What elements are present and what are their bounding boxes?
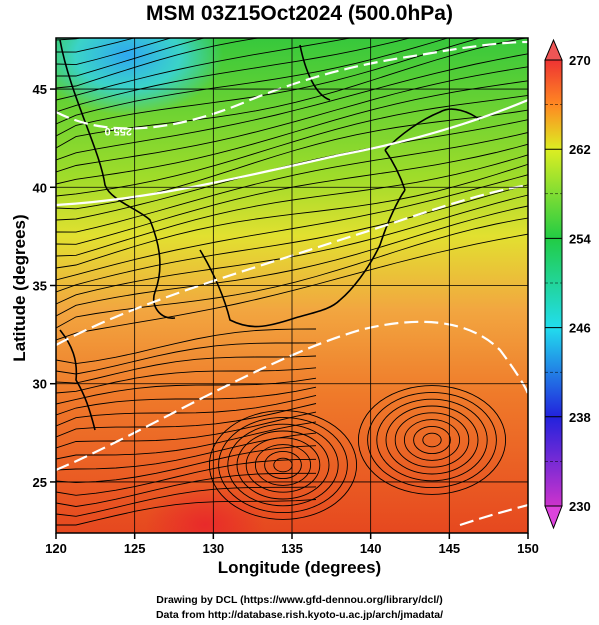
- circulation-loop: [422, 432, 442, 448]
- streamline: [56, 38, 450, 125]
- streamline: [56, 411, 317, 449]
- x-tick-label: 150: [517, 541, 539, 556]
- circulation-loop: [385, 405, 479, 475]
- streamline: [56, 38, 83, 41]
- streamline: [56, 38, 528, 149]
- circulation-loop: [218, 416, 348, 514]
- chart-title: MSM 03Z15Oct2024 (500.0hPa): [146, 2, 453, 25]
- circulation-loop: [227, 423, 339, 507]
- x-tick-labels: 120 125 130 135 140 145 150: [45, 533, 539, 556]
- streamline: [56, 174, 528, 281]
- credit-drawing: Drawing by DCL (https://www.gfd-dennou.o…: [156, 594, 443, 606]
- circulation-loop: [403, 419, 461, 461]
- streamline: [56, 184, 528, 293]
- streamline: [56, 163, 528, 269]
- circulation-loop: [394, 412, 470, 468]
- streamline: [56, 38, 262, 89]
- circulation-loop: [357, 385, 507, 495]
- circulation-loop: [264, 450, 302, 480]
- colorbar-tick-label: 246: [569, 321, 591, 336]
- colorbar-ticks: 230 238 246 254 262 270: [545, 53, 591, 514]
- circulation-loop: [245, 437, 321, 493]
- streamlines: [56, 38, 528, 526]
- contour-label: 255.0: [104, 125, 132, 137]
- streamline: [56, 80, 528, 185]
- cold-core: [56, 38, 223, 115]
- streamline: [56, 403, 317, 438]
- x-tick-label: 145: [438, 541, 460, 556]
- colorbar-tick-label: 270: [569, 53, 591, 68]
- streamline: [56, 38, 173, 66]
- streamline: [56, 233, 528, 341]
- x-tick-label: 125: [124, 541, 146, 556]
- streamline: [56, 394, 317, 427]
- streamline: [56, 205, 528, 317]
- streamline: [56, 38, 353, 101]
- circulation-loop: [254, 444, 312, 486]
- streamline: [56, 367, 317, 394]
- credit-data: Data from http://database.rish.kyoto-u.a…: [155, 609, 444, 621]
- y-tick-label: 35: [33, 279, 47, 294]
- contour-lines: [56, 40, 528, 527]
- streamline: [56, 66, 528, 173]
- x-tick-label: 130: [202, 541, 224, 556]
- x-axis-label: Longitude (degrees): [217, 558, 382, 577]
- x-tick-label: 140: [360, 541, 382, 556]
- colorbar-tick-label: 230: [569, 499, 591, 514]
- streamline: [56, 386, 317, 416]
- circulation-loop: [367, 391, 497, 489]
- circulation-loop: [208, 410, 358, 520]
- streamline: [56, 94, 528, 197]
- colorbar-tick-label: 254: [569, 231, 591, 246]
- y-tick-label: 25: [33, 475, 47, 490]
- streamline: [56, 194, 528, 305]
- streamline: [56, 328, 317, 365]
- y-tick-label: 40: [33, 180, 47, 195]
- streamline: [56, 486, 317, 517]
- y-tick-label: 30: [33, 377, 47, 392]
- colorbar-tick-label: 238: [569, 410, 591, 425]
- streamline: [56, 472, 316, 507]
- y-tick-labels: 25 30 35 40 45: [33, 82, 56, 490]
- colorbar-tick-label: 262: [569, 142, 591, 157]
- streamline: [56, 499, 317, 526]
- circulation-loop: [236, 430, 330, 500]
- streamline: [56, 53, 528, 161]
- streamline: [56, 154, 528, 257]
- streamline: [56, 342, 317, 375]
- streamline: [56, 132, 528, 233]
- streamline: [56, 355, 317, 384]
- y-axis-label: Latitude (degrees): [10, 214, 29, 362]
- x-tick-label: 135: [281, 541, 303, 556]
- streamline: [56, 143, 528, 245]
- streamline: [56, 38, 412, 113]
- lat-lon-grid: [55, 38, 529, 533]
- streamline: [56, 458, 317, 496]
- y-tick-label: 45: [33, 82, 47, 97]
- circulation-loop: [413, 425, 451, 455]
- circulation-loop: [376, 398, 488, 482]
- streamline: [56, 445, 317, 484]
- x-tick-label: 120: [45, 541, 67, 556]
- streamline: [56, 38, 206, 77]
- streamline: [56, 421, 317, 460]
- colorbar-top-arrow: [544, 38, 563, 61]
- colorbar-bottom-arrow: [544, 505, 563, 530]
